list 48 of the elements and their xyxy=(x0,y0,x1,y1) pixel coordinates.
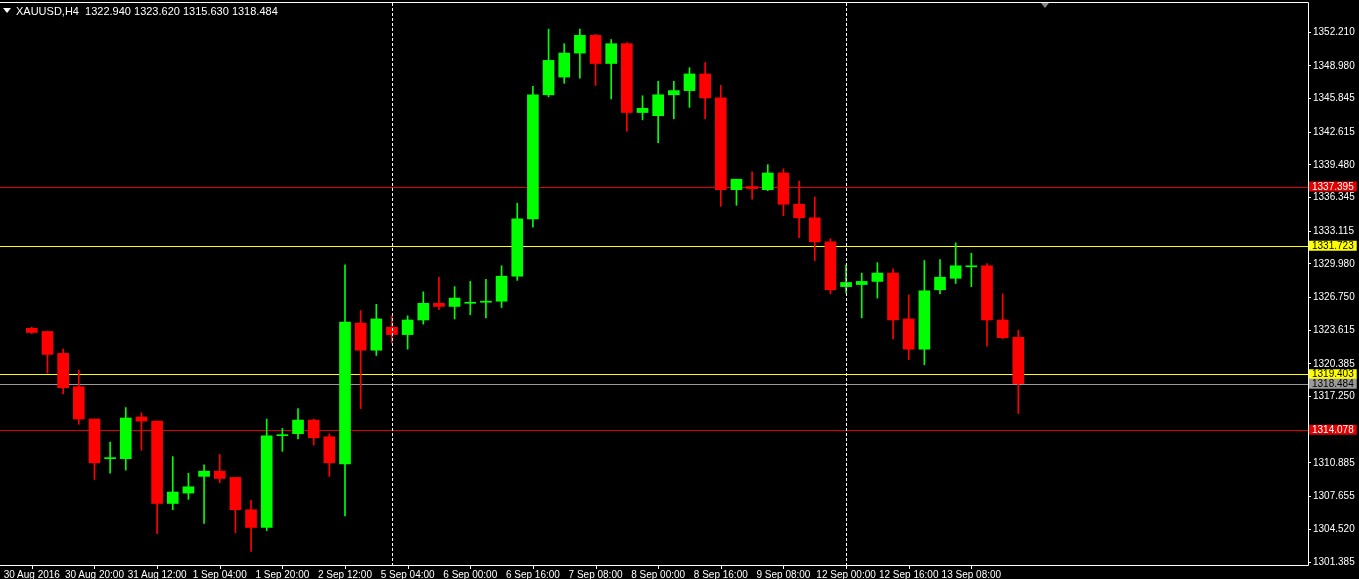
x-tick-label: 1 Sep 04:00 xyxy=(192,568,248,579)
y-tick-label: 1307.655 xyxy=(1313,490,1356,502)
ref-line-label: 1331.723 xyxy=(1312,239,1355,251)
x-tick-label: 5 Sep 04:00 xyxy=(380,568,436,579)
x-tick-label: 6 Sep 00:00 xyxy=(443,568,498,579)
candlestick xyxy=(793,181,805,238)
candlestick xyxy=(668,80,680,120)
y-tick-label: 1317.250 xyxy=(1313,390,1356,402)
x-tick-label: 7 Sep 08:00 xyxy=(568,568,623,579)
x-tick-label: 12 Sep 00:00 xyxy=(816,568,877,579)
candlestick xyxy=(746,171,758,200)
x-tick-label: 30 Aug 20:00 xyxy=(64,568,125,579)
ref-line-label: 1318.484 xyxy=(1312,378,1355,390)
y-tick-label: 1301.385 xyxy=(1313,555,1356,567)
y-tick-label: 1342.615 xyxy=(1313,125,1356,137)
ref-line-label: 1314.078 xyxy=(1312,423,1355,435)
x-tick-label: 30 Aug 2016 xyxy=(3,568,61,579)
y-tick-label: 1339.480 xyxy=(1313,158,1356,170)
x-tick-label: 1 Sep 20:00 xyxy=(255,568,310,579)
ref-line-label: 1337.395 xyxy=(1312,180,1355,192)
candlestick xyxy=(855,272,868,319)
candlestick xyxy=(104,441,116,474)
y-tick-label: 1323.615 xyxy=(1313,324,1356,336)
y-tick-label: 1348.980 xyxy=(1313,59,1356,71)
y-tick-label: 1345.845 xyxy=(1313,92,1356,104)
x-tick-label: 8 Sep 00:00 xyxy=(631,568,686,579)
x-tick-label: 12 Sep 16:00 xyxy=(878,568,939,579)
candlestick xyxy=(198,464,210,524)
x-tick-label: 6 Sep 16:00 xyxy=(505,568,561,579)
x-tick-label: 2 Sep 12:00 xyxy=(318,568,373,579)
y-tick-label: 1304.520 xyxy=(1313,523,1356,535)
y-tick-label: 1333.115 xyxy=(1313,224,1355,236)
candlestick xyxy=(433,276,445,310)
y-tick-label: 1310.885 xyxy=(1313,456,1356,468)
y-tick-label: 1326.750 xyxy=(1313,291,1356,303)
candlestick xyxy=(464,281,477,316)
y-tick-label: 1336.345 xyxy=(1313,191,1356,203)
y-tick-label: 1320.385 xyxy=(1313,357,1356,369)
ref-line-label: 1319.403 xyxy=(1312,368,1355,380)
x-tick-label: 13 Sep 08:00 xyxy=(941,568,1002,579)
x-tick-label: 8 Sep 16:00 xyxy=(693,568,749,579)
candlestick xyxy=(166,456,179,511)
y-tick-label: 1352.210 xyxy=(1313,25,1356,37)
y-tick-label: 1329.980 xyxy=(1313,257,1356,269)
candlestick xyxy=(480,279,492,319)
chart-title: XAUUSD,H4 1322.940 1323.620 1315.630 1318.484 xyxy=(16,5,278,17)
x-tick-label: 9 Sep 08:00 xyxy=(756,568,811,579)
x-tick-label: 31 Aug 12:00 xyxy=(127,568,187,579)
